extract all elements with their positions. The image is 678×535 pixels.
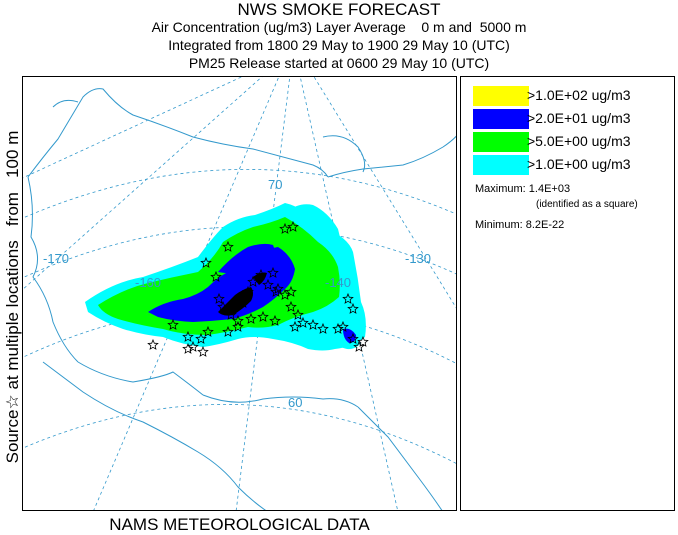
fire-source-star xyxy=(279,222,291,234)
fire-source-star xyxy=(232,314,244,326)
fire-source-star xyxy=(357,335,369,347)
fire-source-star xyxy=(202,325,214,337)
meteorological-data-label: NAMS METEOROLOGICAL DATA xyxy=(109,515,370,534)
legend-label: >1.0E+00 ug/m3 xyxy=(527,156,631,172)
concentration-line: Air Concentration (ug/m3) Layer Average … xyxy=(151,19,527,35)
fire-source-star xyxy=(187,340,199,352)
fire-source-star xyxy=(242,285,254,297)
fire-source-star xyxy=(347,332,359,344)
fire-source-star xyxy=(353,340,365,352)
fire-source-star xyxy=(167,318,179,330)
lon-160-label: -160 xyxy=(135,275,161,290)
fire-source-star xyxy=(237,296,249,308)
fire-source-star xyxy=(285,300,297,312)
fire-source-star xyxy=(272,282,284,294)
integration-period-line: Integrated from 1800 29 May to 1900 29 M… xyxy=(168,37,510,53)
fire-source-star xyxy=(287,220,299,232)
fire-source-star xyxy=(347,302,359,314)
legend-swatch-yellow xyxy=(473,86,529,106)
lon-170-label: -170 xyxy=(43,251,69,266)
fire-source-star xyxy=(245,312,257,324)
fire-source-star xyxy=(292,308,304,320)
fire-source-star xyxy=(307,318,319,330)
plume-level-100 xyxy=(218,287,253,316)
legend-row-1: >1.0E+00 ug/m3 xyxy=(473,155,668,175)
fire-source-star xyxy=(147,338,159,350)
fire-source-markers xyxy=(147,220,369,357)
legend-panel: >1.0E+02 ug/m3 >2.0E+01 ug/m3 >5.0E+00 u… xyxy=(460,76,675,511)
legend-swatch-blue xyxy=(473,109,529,129)
fire-source-star xyxy=(317,322,329,334)
lon-140-label: -140 xyxy=(325,275,351,290)
fire-source-star xyxy=(182,342,194,354)
release-start-line: PM25 Release started at 0600 29 May 10 (… xyxy=(188,55,490,71)
plume-level-20-north xyxy=(218,243,275,275)
coastline xyxy=(27,88,456,510)
fire-source-star xyxy=(213,292,225,304)
fire-source-star xyxy=(255,268,267,280)
legend-swatch-green xyxy=(473,132,529,152)
smoke-map: 70 60 -170 -160 -140 -130 xyxy=(22,76,457,511)
fire-source-star xyxy=(247,275,259,287)
fire-source-star xyxy=(257,310,269,322)
fire-source-star xyxy=(285,285,297,297)
lat-70-label: 70 xyxy=(268,177,282,192)
smoke-plume xyxy=(85,203,366,351)
map-canvas: 70 60 -170 -160 -140 -130 xyxy=(23,77,456,510)
maximum-note: (identified as a square) xyxy=(536,199,638,210)
plume-level-5 xyxy=(98,217,340,335)
legend-row-100: >1.0E+02 ug/m3 xyxy=(473,86,668,106)
legend-label: >5.0E+00 ug/m3 xyxy=(527,133,631,149)
fire-source-star xyxy=(297,316,309,328)
lat-60-label: 60 xyxy=(288,395,302,410)
maximum-value: Maximum: 1.4E+03 xyxy=(475,183,571,195)
fire-source-star xyxy=(210,270,222,282)
fire-source-star xyxy=(262,278,274,290)
fire-source-star xyxy=(232,320,244,332)
legend-row-20: >2.0E+01 ug/m3 xyxy=(473,109,668,129)
forecast-title: NWS SMOKE FORECAST xyxy=(237,0,441,19)
fire-source-star xyxy=(217,300,229,312)
lon-130-label: -130 xyxy=(405,251,431,266)
fire-source-star xyxy=(222,325,234,337)
graticule-labels: 70 60 -170 -160 -140 -130 xyxy=(43,177,431,410)
fire-source-star xyxy=(289,320,301,332)
fire-source-star xyxy=(225,308,237,320)
fire-source-star xyxy=(267,266,279,278)
fire-source-star xyxy=(195,332,207,344)
fire-source-star xyxy=(332,322,344,334)
minimum-value: Minimum: 8.2E-22 xyxy=(475,219,565,231)
fire-source-star xyxy=(182,330,194,342)
fire-source-star xyxy=(222,240,234,252)
fire-source-star xyxy=(270,285,282,297)
legend-swatch-cyan xyxy=(473,155,529,175)
legend-row-5: >5.0E+00 ug/m3 xyxy=(473,132,668,152)
legend-label: >2.0E+01 ug/m3 xyxy=(527,110,631,126)
fire-source-star xyxy=(197,345,209,357)
plume-east-core xyxy=(343,328,356,343)
legend-label: >1.0E+02 ug/m3 xyxy=(527,87,631,103)
fire-source-star xyxy=(269,314,281,326)
fire-source-star xyxy=(200,256,212,268)
fire-source-star xyxy=(342,292,354,304)
fire-source-star xyxy=(337,320,349,332)
